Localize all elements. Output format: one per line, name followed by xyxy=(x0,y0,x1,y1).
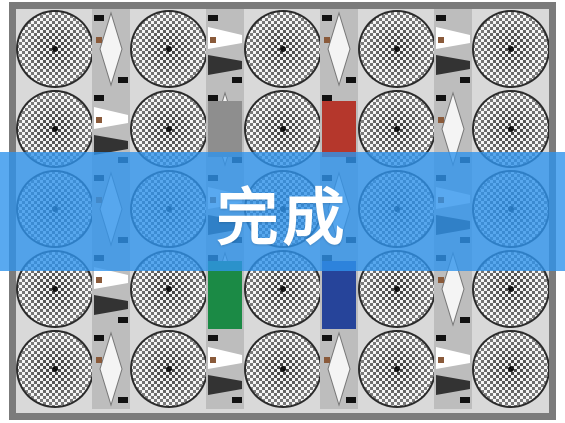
star-center xyxy=(508,286,514,292)
diamond-wedge xyxy=(441,251,465,327)
target-mark xyxy=(346,397,356,403)
star-center xyxy=(52,286,58,292)
diamond-wedge xyxy=(99,331,123,407)
completion-banner: 完成 xyxy=(0,152,565,271)
target-mark xyxy=(460,77,470,83)
target-mark xyxy=(322,15,332,21)
star-center xyxy=(166,126,172,132)
target-mark xyxy=(322,335,332,341)
star-center xyxy=(394,366,400,372)
connector-block xyxy=(206,9,244,89)
star-center xyxy=(280,366,286,372)
slant-edge xyxy=(436,347,470,369)
target-mark xyxy=(232,397,242,403)
target-mark xyxy=(94,335,104,341)
slant-edge xyxy=(436,375,470,395)
completion-text: 完成 xyxy=(216,180,349,254)
fiducial-dot xyxy=(438,277,444,283)
target-mark xyxy=(436,15,446,21)
fiducial-dot xyxy=(96,37,102,43)
slant-edge xyxy=(94,135,128,155)
fiducial-dot xyxy=(438,117,444,123)
fiducial-dot xyxy=(438,357,444,363)
connector-block xyxy=(206,329,244,409)
slant-edge xyxy=(208,375,242,395)
target-mark xyxy=(94,15,104,21)
star-center xyxy=(52,126,58,132)
star-center xyxy=(394,126,400,132)
diamond-wedge xyxy=(99,11,123,87)
target-mark xyxy=(460,397,470,403)
star-center xyxy=(394,46,400,52)
slant-edge xyxy=(94,295,128,315)
star-center xyxy=(280,126,286,132)
target-mark xyxy=(208,95,218,101)
star-center xyxy=(508,366,514,372)
target-mark xyxy=(346,77,356,83)
fiducial-dot xyxy=(324,357,330,363)
target-mark xyxy=(208,15,218,21)
target-mark xyxy=(208,335,218,341)
star-center xyxy=(280,46,286,52)
star-center xyxy=(394,286,400,292)
fiducial-dot xyxy=(96,117,102,123)
red-patch xyxy=(322,101,356,157)
slant-edge xyxy=(208,55,242,75)
target-mark xyxy=(460,317,470,323)
fiducial-dot xyxy=(438,37,444,43)
diamond-wedge xyxy=(327,11,351,87)
star-center xyxy=(280,286,286,292)
slant-edge xyxy=(208,347,242,369)
fiducial-dot xyxy=(210,37,216,43)
star-center xyxy=(52,366,58,372)
fiducial-dot xyxy=(96,357,102,363)
star-center xyxy=(508,126,514,132)
slant-edge xyxy=(436,55,470,75)
star-center xyxy=(508,46,514,52)
target-mark xyxy=(232,77,242,83)
target-mark xyxy=(118,397,128,403)
target-mark xyxy=(118,317,128,323)
blue-patch xyxy=(322,261,356,329)
slant-edge xyxy=(208,27,242,49)
slant-edge xyxy=(94,107,128,129)
star-center xyxy=(166,366,172,372)
green-patch xyxy=(208,261,242,329)
star-center xyxy=(166,46,172,52)
star-center xyxy=(52,46,58,52)
fiducial-dot xyxy=(96,277,102,283)
slant-edge xyxy=(436,27,470,49)
target-mark xyxy=(118,77,128,83)
slant-edge xyxy=(94,267,128,289)
target-mark xyxy=(436,95,446,101)
star-center xyxy=(166,286,172,292)
target-mark xyxy=(322,95,332,101)
target-mark xyxy=(94,95,104,101)
connector-block xyxy=(434,9,472,89)
fiducial-dot xyxy=(210,357,216,363)
target-mark xyxy=(436,335,446,341)
gray-patch xyxy=(208,101,242,157)
diamond-wedge xyxy=(327,331,351,407)
fiducial-dot xyxy=(324,37,330,43)
connector-block xyxy=(434,329,472,409)
